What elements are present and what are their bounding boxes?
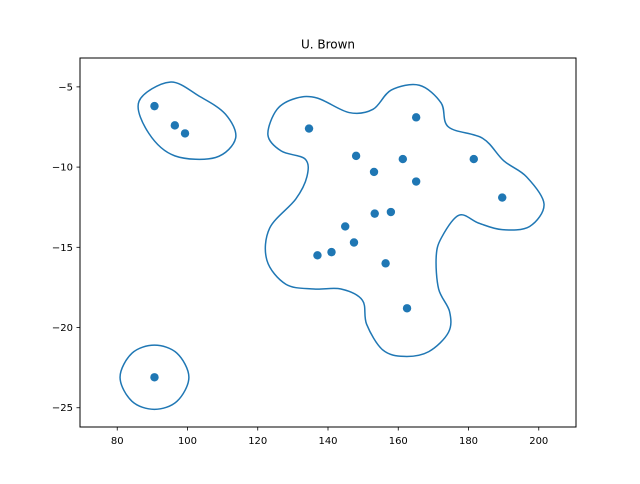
data-point — [304, 124, 314, 133]
y-axis: −25 −20 −15 −10 −5 — [52, 82, 80, 414]
data-point — [370, 209, 379, 218]
plot-area-frame — [79, 57, 577, 428]
data-point — [351, 151, 361, 161]
data-point — [411, 113, 421, 122]
data-point — [150, 373, 159, 382]
x-tick-label: 200 — [529, 436, 548, 447]
data-point — [170, 121, 180, 130]
x-axis: 80 100 120 140 160 180 200 — [111, 427, 548, 447]
data-point — [398, 154, 408, 164]
data-point — [498, 193, 507, 202]
contour-line-2 — [119, 344, 190, 411]
data-point — [402, 304, 412, 313]
y-tick-label: −15 — [52, 243, 73, 254]
data-point — [411, 177, 421, 186]
data-point — [313, 251, 322, 260]
contour-layer — [119, 81, 545, 411]
contour-line-1 — [137, 81, 237, 161]
data-point — [469, 154, 478, 164]
x-tick-label: 120 — [248, 436, 267, 447]
data-point — [381, 259, 390, 268]
data-point — [341, 222, 350, 231]
x-tick-label: 100 — [178, 436, 197, 447]
data-point — [349, 238, 359, 247]
data-point — [327, 247, 336, 257]
contour-line-3 — [264, 83, 545, 358]
data-point — [180, 129, 190, 138]
x-tick-label: 180 — [459, 436, 478, 447]
x-tick-label: 160 — [389, 436, 408, 447]
y-tick-label: −5 — [58, 82, 73, 93]
y-tick-label: −10 — [52, 163, 73, 174]
x-tick-label: 80 — [111, 436, 124, 447]
chart-title: U. Brown — [301, 38, 355, 52]
point-layer — [150, 101, 507, 382]
data-point — [150, 101, 159, 111]
y-tick-label: −25 — [52, 403, 73, 414]
data-point — [369, 167, 379, 177]
x-tick-label: 140 — [318, 436, 337, 447]
y-tick-label: −20 — [52, 323, 73, 334]
data-point — [386, 207, 396, 217]
